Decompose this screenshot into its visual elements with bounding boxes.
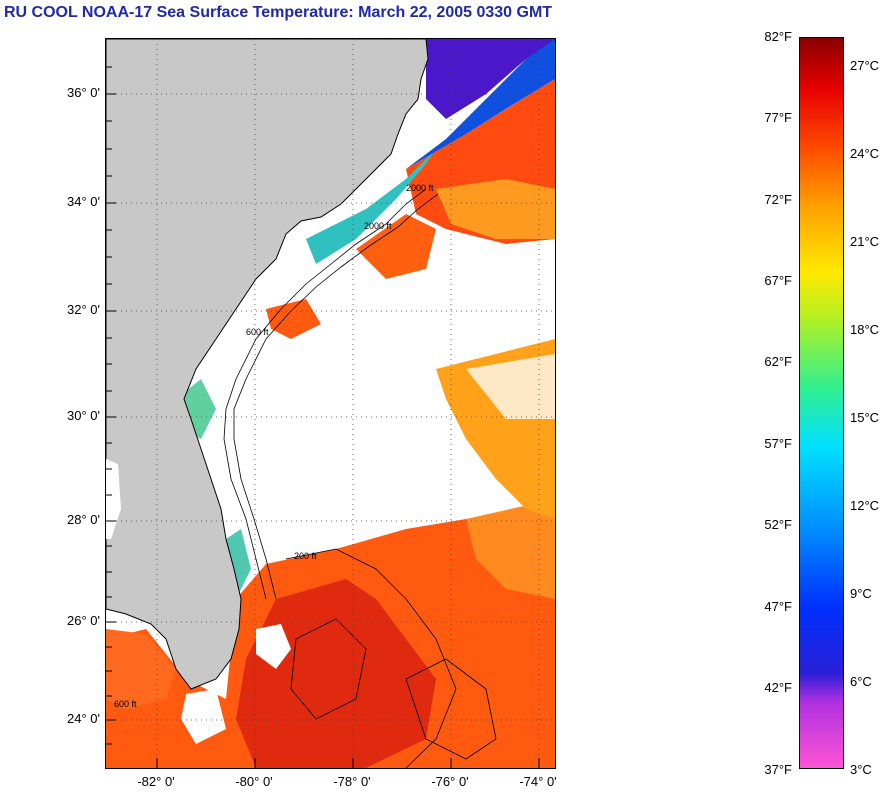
sst-map-canvas: 2000 ft 600 ft 200 ft 600 ft 2000 ft	[106, 39, 555, 768]
contour-bank	[290, 618, 367, 720]
colorbar-f-label: 42°F	[764, 680, 792, 695]
lat-label-32: 32° 0'	[67, 302, 100, 317]
contour-label: 2000 ft	[364, 221, 392, 231]
colorbar-f-label: 37°F	[764, 762, 792, 777]
colorbar-f-label: 67°F	[764, 273, 792, 288]
lat-label-36: 36° 0'	[67, 85, 100, 100]
colorbar-f-label: 77°F	[764, 110, 792, 125]
gulf-stream-edge	[436, 179, 555, 239]
lon-label-74: -74° 0'	[519, 774, 557, 789]
land-mass	[106, 39, 429, 690]
contour-bahamas	[285, 548, 457, 768]
cold-water-north	[406, 39, 555, 169]
sst-map[interactable]: 2000 ft 600 ft 200 ft 600 ft 2000 ft	[105, 38, 556, 769]
lon-label-82: -82° 0'	[137, 774, 175, 789]
map-ticks	[106, 66, 540, 768]
colorbar-c-label: 9°C	[850, 586, 872, 601]
colorbar-f-label: 62°F	[764, 354, 792, 369]
contour-2000ft	[233, 193, 439, 600]
lat-label-30: 30° 0'	[67, 408, 100, 423]
warm-water-east	[466, 499, 555, 599]
colorbar-c-label: 6°C	[850, 674, 872, 689]
lat-label-24: 24° 0'	[67, 711, 100, 726]
cloud-patch	[181, 689, 226, 744]
colorbar-f-label: 52°F	[764, 517, 792, 532]
warm-water-gulf	[106, 629, 176, 709]
colorbar-f-label: 57°F	[764, 436, 792, 451]
lat-label-34: 34° 0'	[67, 194, 100, 209]
cloud-patch	[256, 624, 291, 669]
colorbar-f-label: 82°F	[764, 29, 792, 44]
temperature-colorbar	[799, 37, 844, 769]
colorbar-c-label: 21°C	[850, 234, 880, 249]
cold-water-bay	[426, 39, 555, 119]
lat-label-28: 28° 0'	[67, 512, 100, 527]
colorbar-c-label: 18°C	[850, 322, 880, 337]
lat-label-26: 26° 0'	[67, 613, 100, 628]
warm-eddy-south	[266, 299, 321, 339]
gulf-cloud	[106, 459, 121, 539]
contour-label: 600 ft	[114, 699, 137, 709]
cloud-patch	[466, 354, 555, 419]
colorbar-c-label: 27°C	[850, 58, 880, 73]
colorbar-c-label: 3°C	[850, 762, 872, 777]
lon-label-76: -76° 0'	[431, 774, 469, 789]
colorbar-c-label: 24°C	[850, 146, 880, 161]
colorbar-c-label: 15°C	[850, 410, 880, 425]
hot-water-bahamas	[236, 579, 436, 768]
lon-label-80: -80° 0'	[235, 774, 273, 789]
contour-bank-east	[405, 658, 497, 760]
warm-eddy	[356, 214, 436, 279]
colorbar-f-label: 72°F	[764, 192, 792, 207]
lon-label-78: -78° 0'	[333, 774, 371, 789]
contour-label: 2000 ft	[406, 183, 434, 193]
contour-600ft	[223, 188, 427, 600]
contour-label: 200 ft	[294, 551, 317, 561]
colorbar-c-label: 12°C	[850, 498, 880, 513]
chart-title: RU COOL NOAA-17 Sea Surface Temperature:…	[4, 4, 553, 21]
colorbar-f-label: 47°F	[764, 599, 792, 614]
shelf-water	[306, 149, 436, 264]
contour-label: 600 ft	[246, 327, 269, 337]
